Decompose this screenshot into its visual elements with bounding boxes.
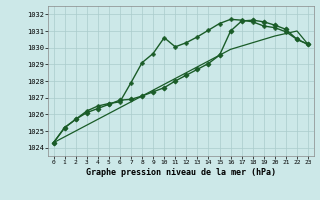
X-axis label: Graphe pression niveau de la mer (hPa): Graphe pression niveau de la mer (hPa) xyxy=(86,168,276,177)
